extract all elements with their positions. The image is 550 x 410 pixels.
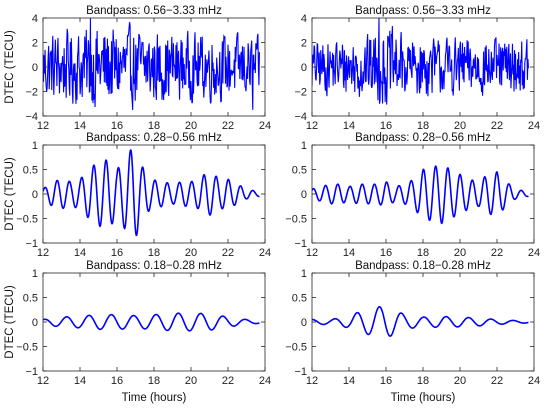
- chart-panel-3: Bandpass: 0.28−0.56 mHz −1 −0.5 0 0.5 1 12 14 16…: [4, 132, 271, 259]
- x-tick-label: 12: [306, 375, 318, 387]
- x-tick-label: 24: [259, 120, 271, 132]
- x-tick-label: 12: [37, 120, 49, 132]
- x-tick-label: 16: [380, 375, 392, 387]
- x-tick-label: 24: [259, 375, 271, 387]
- panel-title: Bandpass: 0.18−0.28 mHz: [86, 260, 222, 272]
- x-tick-label: 16: [111, 120, 123, 132]
- y-tick-label: −4: [25, 111, 38, 123]
- y-tick-label: 0: [301, 189, 307, 201]
- y-tick-label: −0.5: [16, 342, 38, 354]
- y-tick-label: −2: [25, 87, 38, 99]
- x-tick-label: 20: [454, 247, 466, 259]
- axes-box: [311, 272, 535, 372]
- x-tick-label: 24: [528, 375, 540, 387]
- panel-title: Bandpass: 0.28−0.56 mHz: [86, 132, 222, 144]
- y-tick-label: 0.5: [292, 293, 307, 305]
- x-tick-label: 14: [74, 375, 86, 387]
- y-tick-label: 0: [301, 317, 307, 329]
- x-tick-label: 16: [111, 375, 123, 387]
- y-tick-label: 0: [32, 62, 38, 74]
- x-tick-label: 14: [343, 120, 355, 132]
- y-tick-label: 1: [301, 140, 307, 152]
- x-tick-label: 20: [454, 375, 466, 387]
- y-tick-label: 0.5: [292, 165, 307, 177]
- y-tick-label: 4: [301, 13, 307, 25]
- y-tick-label: −4: [294, 111, 307, 123]
- series-line: [43, 312, 260, 332]
- panel-title: Bandpass: 0.18−0.28 mHz: [355, 260, 491, 272]
- y-tick-label: 1: [32, 268, 38, 280]
- y-tick-label: 4: [32, 13, 38, 25]
- x-axis-label: Time (hours): [391, 392, 456, 404]
- y-tick-label: −0.5: [285, 342, 307, 354]
- x-tick-label: 24: [259, 247, 271, 259]
- x-tick-label: 18: [417, 375, 429, 387]
- x-tick-label: 20: [454, 120, 466, 132]
- x-tick-label: 18: [417, 247, 429, 259]
- x-tick-label: 20: [185, 375, 197, 387]
- x-tick-label: 12: [306, 120, 318, 132]
- x-tick-label: 14: [343, 247, 355, 259]
- series-line: [312, 165, 529, 225]
- x-tick-label: 24: [528, 247, 540, 259]
- x-tick-label: 16: [111, 247, 123, 259]
- x-tick-label: 18: [417, 120, 429, 132]
- series-line: [43, 149, 260, 237]
- y-tick-label: 0: [301, 62, 307, 74]
- x-tick-label: 18: [148, 375, 160, 387]
- chart-panel-5: Bandpass: 0.18−0.28 mHz −1 −0.5 0 0.5 1 12 14 16…: [4, 260, 271, 404]
- x-tick-label: 16: [380, 247, 392, 259]
- series-line: [312, 18, 529, 105]
- chart-panel-4: Bandpass: 0.28−0.56 mHz −1 −0.5 0 0.5 1 12 14 16…: [285, 132, 540, 259]
- y-tick-label: 2: [32, 38, 38, 50]
- y-tick-label: 0.5: [23, 293, 38, 305]
- x-tick-label: 22: [491, 375, 503, 387]
- x-tick-label: 18: [148, 247, 160, 259]
- x-tick-label: 20: [185, 120, 197, 132]
- y-tick-label: 0: [32, 189, 38, 201]
- y-axis-label: DTEC (TECU): [4, 30, 16, 104]
- y-tick-label: −1: [25, 366, 38, 378]
- panel-title: Bandpass: 0.28−0.56 mHz: [355, 132, 491, 144]
- x-tick-label: 18: [148, 120, 160, 132]
- x-tick-label: 14: [74, 247, 86, 259]
- y-tick-label: −0.5: [285, 214, 307, 226]
- x-tick-label: 22: [222, 375, 234, 387]
- x-tick-label: 14: [343, 375, 355, 387]
- y-tick-label: 2: [301, 38, 307, 50]
- y-axis-label: DTEC (TECU): [4, 285, 16, 359]
- y-tick-label: 1: [32, 140, 38, 152]
- y-tick-label: 0: [32, 317, 38, 329]
- chart-panel-6: Bandpass: 0.18−0.28 mHz −1 −0.5 0 0.5 1 12 14 16…: [285, 260, 540, 404]
- x-tick-label: 24: [528, 120, 540, 132]
- x-tick-label: 14: [74, 120, 86, 132]
- y-tick-label: 1: [301, 268, 307, 280]
- axes-box: [42, 272, 266, 372]
- x-tick-label: 12: [37, 375, 49, 387]
- y-tick-label: −2: [294, 87, 307, 99]
- x-tick-label: 16: [380, 120, 392, 132]
- panel-title: Bandpass: 0.56−3.33 mHz: [86, 5, 222, 17]
- y-tick-label: −1: [294, 366, 307, 378]
- x-tick-label: 12: [37, 247, 49, 259]
- x-tick-label: 22: [491, 120, 503, 132]
- y-axis-label: DTEC (TECU): [4, 157, 16, 231]
- panel-title: Bandpass: 0.56−3.33 mHz: [355, 5, 491, 17]
- x-tick-label: 22: [222, 247, 234, 259]
- y-tick-label: −0.5: [16, 214, 38, 226]
- y-tick-label: −1: [25, 238, 38, 250]
- series-line: [43, 18, 260, 111]
- x-tick-label: 22: [491, 247, 503, 259]
- y-tick-label: −1: [294, 238, 307, 250]
- series-line: [312, 305, 529, 337]
- x-axis-label: Time (hours): [122, 392, 187, 404]
- x-tick-label: 20: [185, 247, 197, 259]
- y-tick-label: 0.5: [23, 165, 38, 177]
- x-tick-label: 22: [222, 120, 234, 132]
- x-tick-label: 12: [306, 247, 318, 259]
